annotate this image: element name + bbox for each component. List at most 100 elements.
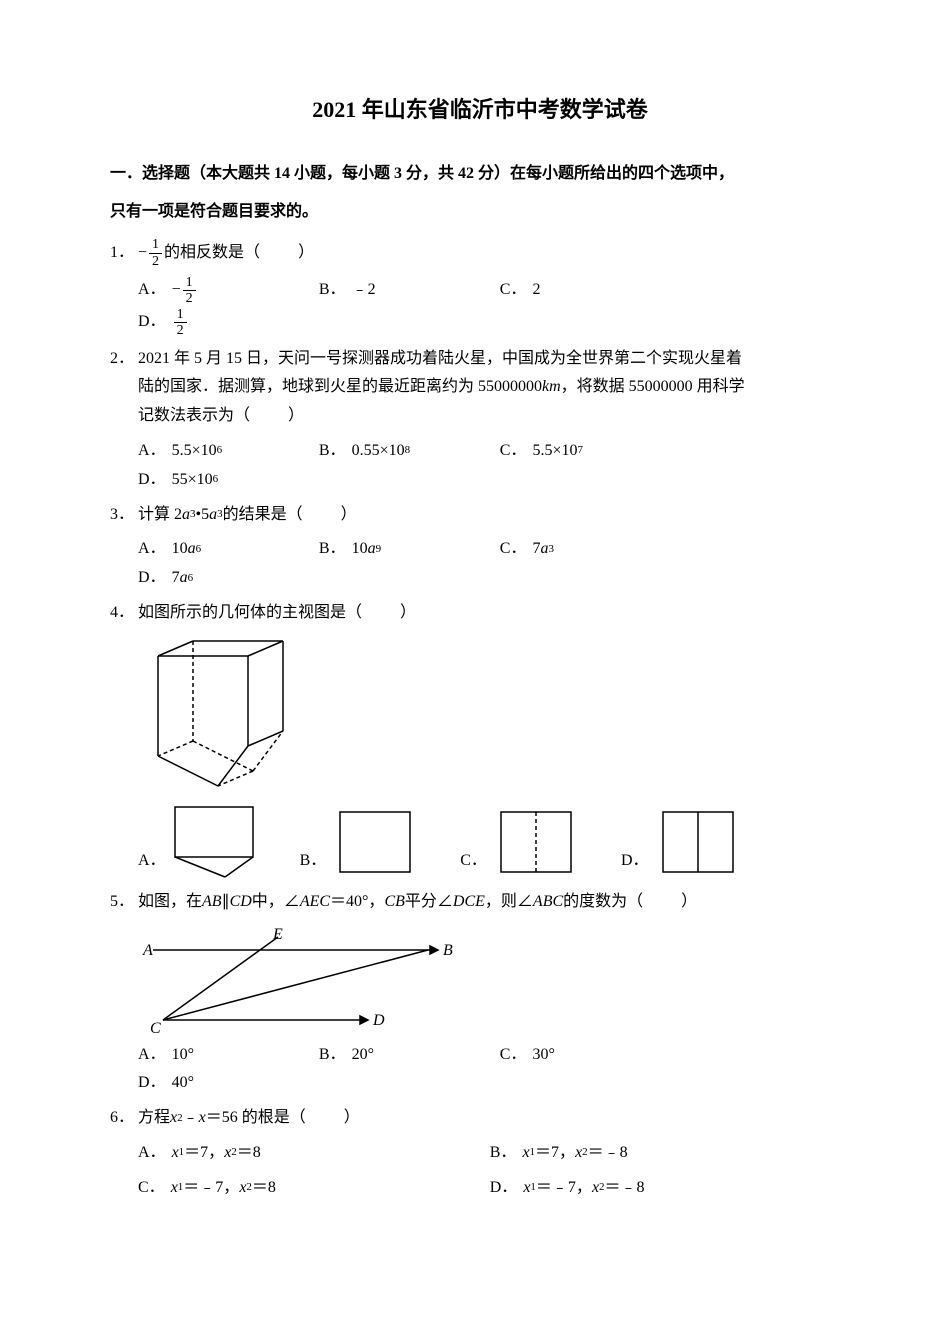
q6-d-x1: x bbox=[523, 1174, 530, 1203]
q1-option-c: C． 2 bbox=[500, 275, 671, 307]
q6-d-e2: ＝﹣8 bbox=[605, 1174, 645, 1203]
q6-c-e2: ＝8 bbox=[252, 1174, 276, 1203]
q5-option-d: D． 40° bbox=[138, 1069, 309, 1098]
q3-d-a: a bbox=[180, 564, 188, 593]
q5-text-e: ，则∠ bbox=[485, 888, 533, 917]
q3-a2: a bbox=[209, 501, 217, 530]
q5-number: 5． bbox=[110, 888, 138, 917]
q5-a-val: 10° bbox=[172, 1041, 194, 1070]
q3-options: A． 10a6 B． 10a9 C． 7a3 D． 7a6 bbox=[110, 535, 850, 593]
q6-text-a: 方程 bbox=[138, 1104, 170, 1133]
q1-d-num: 1 bbox=[174, 307, 187, 323]
q4-options: A． B． bbox=[110, 802, 850, 882]
q1-a-neg: − bbox=[172, 276, 181, 305]
q4-blank bbox=[362, 599, 400, 628]
q4-option-b: B． bbox=[300, 802, 421, 882]
q3-c-a: a bbox=[540, 535, 548, 564]
q6-a-e2: ＝8 bbox=[237, 1139, 261, 1168]
q2-option-a: A． 5.5×106 bbox=[138, 437, 309, 466]
q1-close: ） bbox=[298, 239, 314, 268]
q1-d-frac: 1 2 bbox=[174, 307, 187, 339]
q3-a1: a bbox=[182, 501, 190, 530]
q2-line2b: ，将数据 55000000 用科学 bbox=[561, 378, 745, 395]
q6-c-label: C． bbox=[138, 1174, 165, 1203]
q4-d-label: D． bbox=[621, 847, 649, 876]
q5-option-a: A． 10° bbox=[138, 1041, 309, 1070]
q5-options: A． 10° B． 20° C． 30° D． 40° bbox=[110, 1041, 850, 1099]
q3-close: ） bbox=[341, 501, 357, 530]
question-6: 6． 方程 x2﹣x＝56 的根是（ ） A． x1＝7，x2＝8 B． x1＝… bbox=[110, 1104, 850, 1202]
q1-a-label: A． bbox=[138, 276, 166, 305]
q1-a-num: 1 bbox=[183, 275, 196, 291]
q5-text-a: 如图，在 bbox=[138, 888, 202, 917]
q4-c-label: C． bbox=[460, 847, 487, 876]
q1-d-den: 2 bbox=[174, 323, 187, 338]
q3-blank bbox=[303, 501, 341, 530]
q3-a-label: A． bbox=[138, 535, 166, 564]
q4-option-a: A． bbox=[138, 802, 260, 882]
prism-icon bbox=[138, 636, 298, 796]
q3-option-a: A． 10a6 bbox=[138, 535, 309, 564]
q5-aec: AEC bbox=[300, 888, 330, 917]
q5-cb: CB bbox=[384, 888, 404, 917]
q3-option-b: B． 10a9 bbox=[319, 535, 490, 564]
q2-option-b: B． 0.55×108 bbox=[319, 437, 490, 466]
q3-dot: •5 bbox=[196, 501, 210, 530]
q5-label-e: E bbox=[272, 926, 283, 943]
q6-c-x2: x bbox=[239, 1174, 246, 1203]
q1-options: A． − 1 2 B． ﹣2 C． 2 D． 1 2 bbox=[110, 275, 850, 339]
section-1-heading: 一．选择题（本大题共 14 小题，每小题 3 分，共 42 分）在每小题所给出的… bbox=[110, 160, 850, 228]
q1-option-b: B． ﹣2 bbox=[319, 275, 490, 307]
q6-b-x1: x bbox=[522, 1139, 529, 1168]
q3-d-label: D． bbox=[138, 564, 166, 593]
q6-b-e1: ＝7， bbox=[535, 1139, 575, 1168]
q1-fraction: 1 2 bbox=[149, 237, 162, 269]
q1-c-label: C． bbox=[500, 276, 527, 305]
q5-option-b: B． 20° bbox=[319, 1041, 490, 1070]
q1-a-den: 2 bbox=[183, 291, 196, 306]
q5-a-label: A． bbox=[138, 1041, 166, 1070]
q3-b-label: B． bbox=[319, 535, 346, 564]
question-3: 3． 计算 2a3•5a3的结果是（ ） A． 10a6 B． 10a9 C． … bbox=[110, 501, 850, 593]
q5-text-c: ＝40°， bbox=[330, 888, 384, 917]
q1-d-label: D． bbox=[138, 308, 166, 337]
q5-blank bbox=[643, 888, 681, 917]
q3-option-c: C． 7a3 bbox=[500, 535, 671, 564]
q6-option-c: C． x1＝﹣7，x2＝8 bbox=[138, 1174, 480, 1203]
q6-a-x1: x bbox=[172, 1139, 179, 1168]
q2-b-sup: 8 bbox=[405, 441, 411, 461]
q5-diagram-icon: A E B C D bbox=[138, 925, 468, 1035]
q6-options-row2: C． x1＝﹣7，x2＝8 D． x1＝﹣7，x2＝﹣8 bbox=[110, 1174, 850, 1203]
q6-d-e1: ＝﹣7， bbox=[536, 1174, 592, 1203]
q2-b-val: 0.55×10 bbox=[352, 437, 405, 466]
q4-a-icon bbox=[170, 802, 260, 882]
q6-x: x bbox=[170, 1104, 177, 1133]
q3-b-val: 10 bbox=[352, 535, 368, 564]
q4-option-c: C． bbox=[460, 802, 581, 882]
q2-line3: 记数法表示为（ bbox=[138, 407, 250, 424]
q2-close: ） bbox=[288, 407, 304, 424]
q5-text-f: 的度数为（ bbox=[563, 888, 643, 917]
q4-solid-figure bbox=[138, 636, 850, 796]
q2-d-sup: 6 bbox=[213, 470, 219, 490]
q6-options-row1: A． x1＝7，x2＝8 B． x1＝7，x2＝﹣8 bbox=[110, 1139, 850, 1168]
q5-ab: AB bbox=[202, 888, 222, 917]
q3-a-val: 10 bbox=[172, 535, 188, 564]
q4-b-icon bbox=[330, 802, 420, 882]
q3-c-sup: 3 bbox=[548, 540, 554, 560]
q2-a-val: 5.5×10 bbox=[172, 437, 217, 466]
q5-b-label: B． bbox=[319, 1041, 346, 1070]
q5-d-val: 40° bbox=[172, 1069, 194, 1098]
q1-frac-den: 2 bbox=[149, 254, 162, 269]
q3-option-d: D． 7a6 bbox=[138, 564, 309, 593]
q2-c-label: C． bbox=[500, 437, 527, 466]
question-5: 5． 如图，在 AB∥CD 中，∠AEC＝40°，CB 平分∠DCE，则∠ABC… bbox=[110, 888, 850, 1098]
q6-x2: x bbox=[199, 1104, 206, 1133]
q1-number: 1． bbox=[110, 239, 138, 268]
q1-text: 的相反数是（ bbox=[164, 239, 260, 268]
q5-close: ） bbox=[681, 888, 697, 917]
q4-text: 如图所示的几何体的主视图是（ bbox=[138, 599, 362, 628]
q2-d-val: 55×10 bbox=[172, 466, 213, 495]
question-1: 1． − 1 2 的相反数是（ ） A． − 1 2 B． ﹣2 bbox=[110, 237, 850, 338]
section-1-line1: 一．选择题（本大题共 14 小题，每小题 3 分，共 42 分）在每小题所给出的… bbox=[110, 160, 850, 189]
